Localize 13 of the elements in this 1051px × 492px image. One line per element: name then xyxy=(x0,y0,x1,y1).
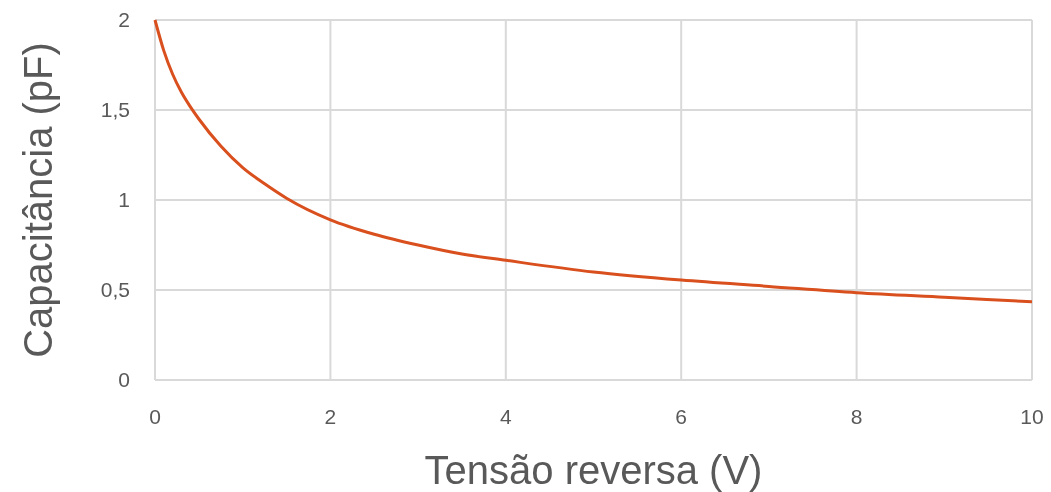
y-tick-label: 1 xyxy=(118,188,130,212)
y-tick-label: 2 xyxy=(118,8,130,32)
y-axis-title: Capacitância (pF) xyxy=(16,42,60,358)
y-tick-label: 0 xyxy=(118,368,130,392)
y-tick-label: 0,5 xyxy=(100,278,130,302)
x-tick-label: 10 xyxy=(1020,405,1044,428)
x-tick-label: 8 xyxy=(850,405,863,428)
y-tick-label: 1,5 xyxy=(100,98,130,122)
x-tick-label: 4 xyxy=(499,405,512,428)
x-tick-label: 2 xyxy=(324,405,337,428)
x-tick-label: 6 xyxy=(675,405,688,428)
x-axis-title: Tensão reversa (V) xyxy=(424,448,763,492)
x-tick-label: 0 xyxy=(149,405,161,428)
